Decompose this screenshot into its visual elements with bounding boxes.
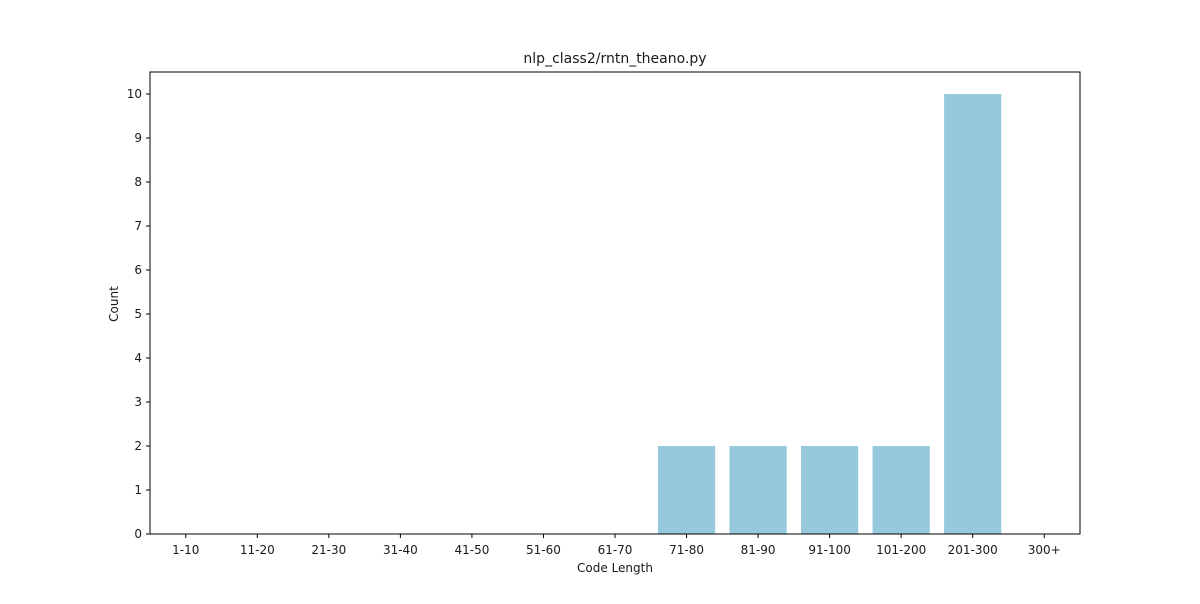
y-tick-label: 10 — [127, 87, 142, 101]
y-tick-label: 0 — [134, 527, 142, 541]
y-tick-label: 3 — [134, 395, 142, 409]
x-tick-label: 61-70 — [598, 543, 633, 557]
bar-71-80 — [657, 446, 716, 534]
x-axis: 1-10 11-20 21-30 31-40 41-50 51-60 61-70 71-80 8… — [172, 534, 1061, 557]
x-tick-label: 101-200 — [876, 543, 926, 557]
x-tick-label: 41-50 — [454, 543, 489, 557]
x-tick-label: 21-30 — [311, 543, 346, 557]
bar-81-90 — [729, 446, 787, 534]
y-tick-label: 4 — [134, 351, 142, 365]
y-tick-label: 6 — [134, 263, 142, 277]
chart-title: nlp_class2/rntn_theano.py — [523, 51, 706, 67]
y-axis: 0 1 2 3 4 5 6 7 8 9 10 — [127, 87, 150, 541]
x-tick-label: 11-20 — [240, 543, 275, 557]
bar-91-100 — [801, 446, 859, 534]
y-tick-label: 7 — [134, 219, 142, 233]
x-tick-label: 81-90 — [741, 543, 776, 557]
bar-101-200 — [872, 446, 930, 534]
plot-frame — [149, 71, 1081, 535]
x-axis-title: Code Length — [577, 561, 653, 575]
y-tick-label: 2 — [134, 439, 142, 453]
x-tick-label: 51-60 — [526, 543, 561, 557]
y-tick-label: 9 — [134, 131, 142, 145]
y-tick-label: 8 — [134, 175, 142, 189]
bar-201-300 — [944, 94, 1002, 534]
x-tick-label: 1-10 — [172, 543, 199, 557]
x-tick-label: 91-100 — [808, 543, 851, 557]
y-tick-label: 5 — [134, 307, 142, 321]
y-tick-label: 1 — [134, 483, 142, 497]
x-tick-label: 31-40 — [383, 543, 418, 557]
x-tick-label: 71-80 — [669, 543, 704, 557]
y-axis-title: Count — [107, 286, 121, 322]
x-tick-label: 300+ — [1028, 543, 1061, 557]
x-tick-label: 201-300 — [948, 543, 998, 557]
bars-layer — [657, 94, 1002, 534]
